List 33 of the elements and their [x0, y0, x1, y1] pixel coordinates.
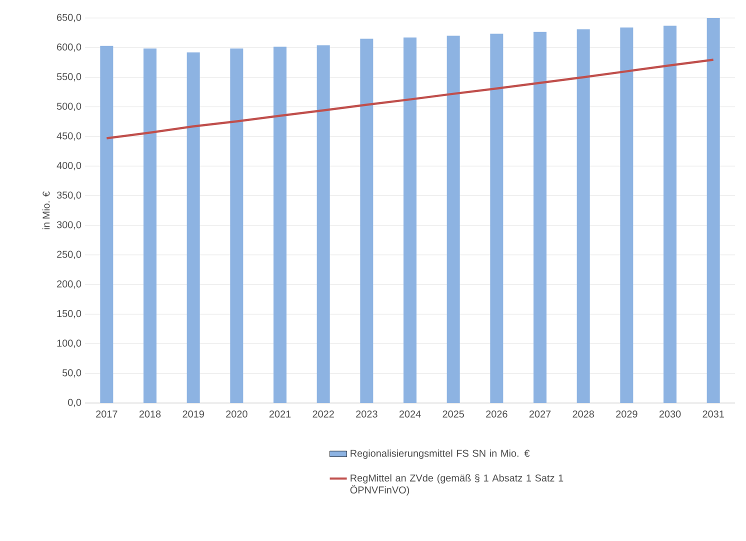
- y-tick-label: 650,0: [57, 14, 82, 22]
- y-tick-label: 600,0: [57, 44, 82, 52]
- legend-label: Regionalisierungsmittel FS SN in Mio. €: [350, 450, 530, 459]
- x-tick-label: 2027: [529, 410, 551, 418]
- y-tick-label: 50,0: [62, 369, 82, 378]
- x-tick-label: 2031: [702, 410, 724, 418]
- x-tick-label: 2021: [269, 410, 291, 418]
- y-tick-label: 450,0: [56, 132, 82, 141]
- x-tick-label: 2030: [659, 410, 681, 418]
- x-tick-label: 2029: [616, 410, 638, 418]
- y-tick-label: 150,0: [57, 310, 82, 318]
- y-tick-label: 400,0: [56, 162, 82, 170]
- legend-label: RegMittel an ZVde (gemäß § 1 Absatz 1 Satz 1 ÖPNVFinVO): [350, 474, 564, 496]
- x-tick-label: 2017: [96, 410, 118, 418]
- y-tick-label: 200,0: [57, 280, 82, 289]
- x-tick-label: 2019: [182, 410, 204, 418]
- x-tick-label: 2020: [226, 410, 248, 418]
- y-tick-label: 550,0: [56, 73, 82, 82]
- y-tick-label: 500,0: [56, 102, 82, 111]
- x-tick-label: 2028: [572, 410, 594, 418]
- x-tick-label: 2023: [356, 410, 378, 418]
- x-tick-label: 2022: [312, 410, 334, 418]
- x-tick-label: 2025: [442, 410, 464, 418]
- y-tick-label: 350,0: [56, 192, 82, 200]
- x-tick-label: 2024: [399, 410, 421, 418]
- y-tick-label: 100,0: [57, 340, 82, 348]
- y-tick-label: 300,0: [56, 221, 82, 230]
- x-tick-label: 2018: [139, 410, 161, 418]
- line-series: [106, 58, 714, 140]
- y-tick-label: 250,0: [57, 250, 82, 260]
- x-tick-label: 2026: [486, 410, 508, 418]
- y-axis-title: in Mio. €: [42, 191, 50, 230]
- y-tick-label: 0,0: [68, 398, 82, 408]
